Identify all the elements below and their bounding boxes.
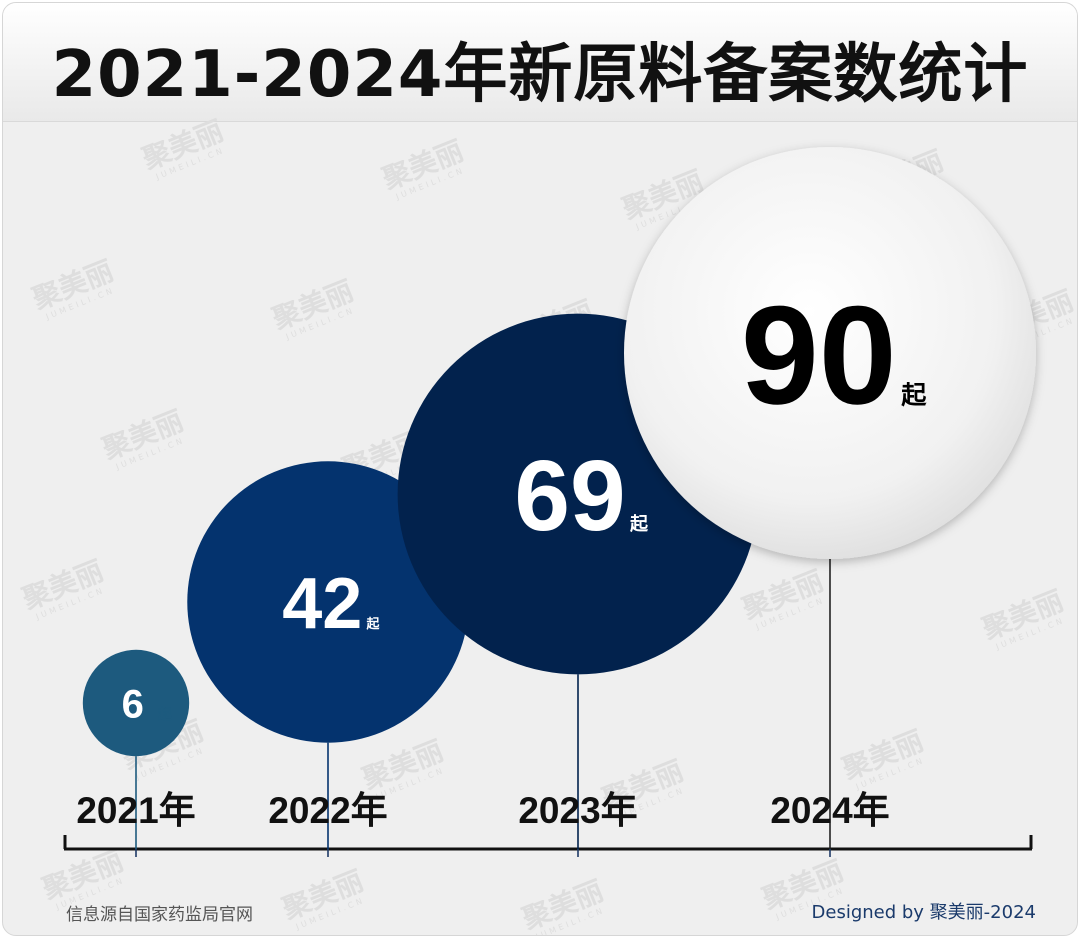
- data-value-label: 90: [741, 276, 897, 433]
- source-note: 信息源自国家药监局官网: [66, 905, 253, 925]
- data-unit-label: 起: [366, 616, 381, 632]
- data-unit-label: 起: [629, 513, 649, 535]
- data-unit-label: 起: [157, 706, 173, 723]
- data-bubble: [624, 147, 1036, 559]
- data-value-label: 6: [122, 682, 144, 726]
- category-label: 2021年: [76, 790, 195, 831]
- data-value-label: 69: [514, 440, 625, 552]
- designer-credit: Designed by 聚美丽-2024: [811, 902, 1036, 923]
- category-label: 2022年: [268, 790, 387, 831]
- category-label: 2023年: [518, 790, 637, 831]
- data-bubble: [82, 649, 190, 757]
- category-label: 2024年: [770, 790, 889, 831]
- data-bubble: [187, 461, 469, 743]
- header-band: 2021-2024年新原料备案数统计: [3, 3, 1077, 122]
- data-unit-label: 起: [901, 380, 927, 409]
- data-value-label: 42: [282, 564, 362, 644]
- page-title: 2021-2024年新原料备案数统计: [51, 38, 1029, 112]
